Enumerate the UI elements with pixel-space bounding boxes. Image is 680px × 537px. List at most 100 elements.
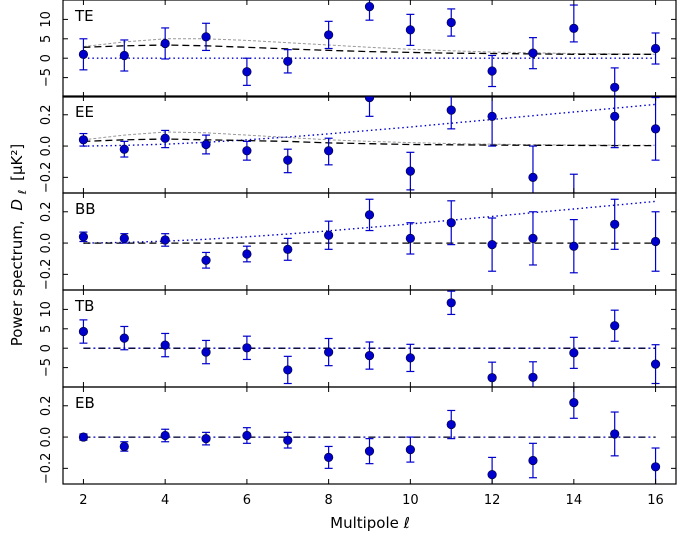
data-marker bbox=[324, 30, 334, 40]
data-point bbox=[364, 198, 375, 232]
data-point bbox=[569, 173, 579, 207]
data-marker bbox=[283, 155, 293, 165]
data-point bbox=[528, 361, 538, 387]
data-point bbox=[610, 411, 620, 457]
data-point bbox=[487, 217, 497, 272]
data-marker bbox=[201, 255, 211, 265]
data-point bbox=[283, 431, 293, 449]
data-point bbox=[446, 96, 456, 130]
data-point bbox=[201, 22, 211, 52]
data-marker bbox=[283, 435, 293, 445]
data-marker bbox=[570, 198, 579, 207]
data-marker bbox=[487, 240, 497, 250]
data-marker bbox=[446, 17, 456, 28]
y-tick-label: 0.0 bbox=[39, 136, 54, 157]
x-tick-label: 6 bbox=[243, 493, 251, 508]
data-point bbox=[324, 20, 334, 50]
data-marker bbox=[487, 470, 497, 480]
model-curve-black-dashed bbox=[83, 138, 656, 147]
panel-label: EB bbox=[75, 394, 95, 412]
data-marker bbox=[650, 462, 661, 472]
model-curve-black-dashed bbox=[83, 44, 656, 55]
data-marker bbox=[364, 350, 375, 361]
data-marker bbox=[364, 96, 375, 103]
data-point bbox=[487, 96, 497, 147]
data-marker bbox=[324, 230, 334, 240]
y-tick-label: −5 bbox=[39, 68, 54, 87]
y-tick-label: −0.2 bbox=[39, 259, 54, 291]
data-point bbox=[242, 335, 252, 361]
data-point bbox=[569, 387, 579, 419]
data-point bbox=[119, 39, 129, 72]
data-point bbox=[119, 325, 129, 351]
data-marker bbox=[405, 444, 415, 455]
data-marker bbox=[405, 353, 415, 363]
data-point bbox=[446, 200, 456, 246]
panel-tb: −5 0 5 10 TB bbox=[39, 289, 677, 388]
data-marker bbox=[160, 340, 170, 350]
data-point bbox=[528, 211, 538, 266]
data-marker bbox=[242, 249, 252, 259]
data-marker bbox=[405, 233, 415, 243]
panel-label: TB bbox=[74, 297, 94, 315]
panel-ee: −0.2 0.0 0.2 EE bbox=[39, 95, 677, 207]
data-point bbox=[364, 438, 375, 465]
x-axis-title: Multipole ℓ bbox=[330, 514, 410, 532]
data-point bbox=[405, 436, 415, 463]
x-tick-label: 14 bbox=[566, 493, 583, 508]
y-tick-label: 5 bbox=[39, 325, 54, 333]
y-tick-label: 0 bbox=[39, 54, 54, 62]
y-axis-title-prefix: Power spectrum, bbox=[8, 220, 26, 346]
y-axis-title-symbol: D bbox=[8, 199, 26, 211]
data-point bbox=[446, 8, 456, 37]
panel-plot-area bbox=[78, 0, 661, 97]
data-point bbox=[201, 251, 211, 269]
data-point bbox=[242, 140, 252, 161]
data-marker bbox=[405, 25, 415, 35]
panel-plot-area bbox=[78, 387, 661, 484]
data-point bbox=[324, 137, 334, 166]
panels-layer: −5 0 5 10 TE −0.2 0.0 0.2 EE −0.2 0.0 0.2 BB −5 0 5 10 TB… bbox=[39, 0, 677, 485]
data-marker bbox=[119, 441, 129, 452]
model-curve-blue-dotted bbox=[83, 103, 656, 147]
data-point bbox=[487, 456, 497, 484]
data-point bbox=[528, 37, 538, 70]
data-point bbox=[487, 54, 497, 88]
y-axis-title-unit: [μK²] bbox=[8, 144, 26, 181]
data-point bbox=[201, 431, 211, 446]
data-marker bbox=[78, 49, 89, 59]
y-tick-label: 5 bbox=[39, 35, 54, 43]
y-tick-label: 0.0 bbox=[39, 427, 54, 448]
data-marker bbox=[160, 38, 170, 49]
y-tick-label: −0.2 bbox=[39, 162, 54, 194]
data-point bbox=[324, 337, 334, 367]
data-marker bbox=[446, 298, 456, 308]
data-marker bbox=[650, 359, 661, 369]
data-marker bbox=[487, 66, 497, 76]
data-marker bbox=[160, 430, 170, 441]
data-point bbox=[364, 0, 375, 21]
panel-plot-area bbox=[78, 290, 661, 387]
data-marker bbox=[528, 455, 538, 466]
data-marker bbox=[119, 233, 129, 243]
data-marker bbox=[324, 347, 334, 357]
y-axis-title: Power spectrum, D ℓ [μK²] bbox=[8, 144, 30, 346]
data-marker bbox=[364, 210, 375, 220]
data-point bbox=[650, 32, 661, 65]
data-marker bbox=[283, 365, 293, 375]
data-marker bbox=[324, 146, 334, 156]
data-point bbox=[528, 442, 538, 479]
panel-label: TE bbox=[74, 7, 94, 25]
data-point bbox=[119, 441, 129, 452]
y-tick-label: 0.2 bbox=[39, 201, 54, 222]
data-marker bbox=[569, 348, 579, 358]
data-point bbox=[78, 231, 89, 243]
data-marker bbox=[528, 233, 538, 243]
data-point bbox=[78, 132, 89, 147]
data-point bbox=[283, 148, 293, 174]
data-marker bbox=[610, 321, 620, 331]
data-point bbox=[528, 145, 538, 193]
data-marker bbox=[119, 333, 129, 343]
model-curve-blue-dotted bbox=[83, 200, 656, 244]
data-point bbox=[610, 67, 620, 97]
